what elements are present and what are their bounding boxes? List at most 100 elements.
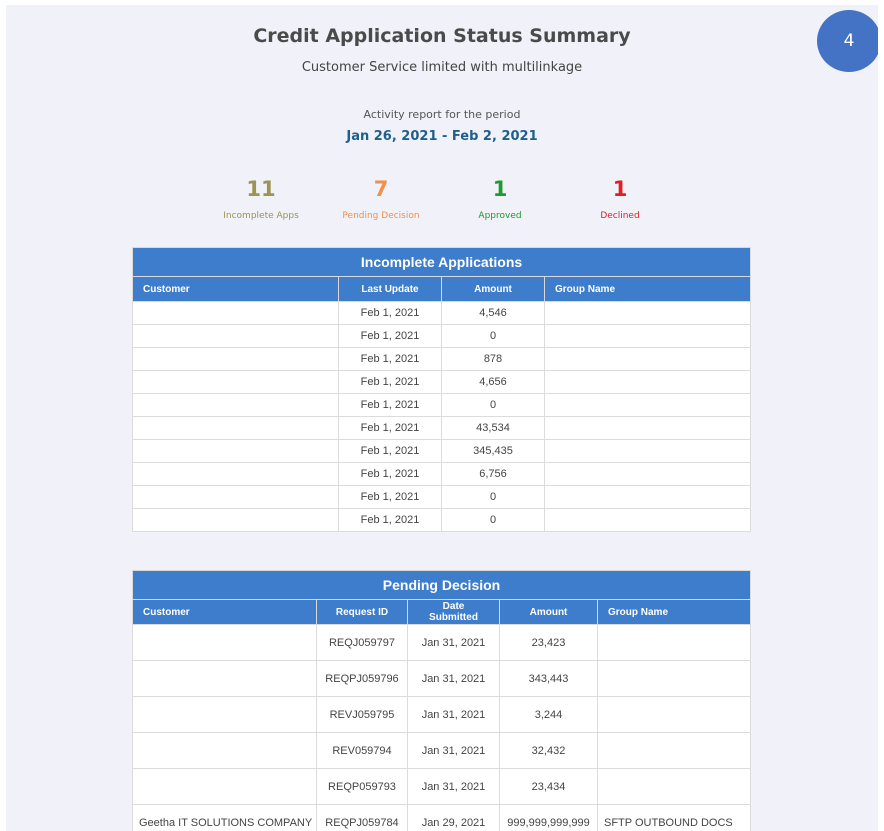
stat-declined: 1 Declined — [550, 177, 690, 221]
table-row[interactable]: Feb 1, 2021 878 — [132, 347, 752, 371]
amount-cell: 23,423 — [499, 624, 598, 661]
customer-cell — [132, 660, 317, 697]
table-row[interactable]: Feb 1, 2021 0 — [132, 508, 752, 532]
last-update-cell: Feb 1, 2021 — [338, 416, 442, 440]
table-title: Incomplete Applications — [131, 247, 752, 277]
column-header-request-id[interactable]: Request ID — [316, 599, 408, 625]
request-id-cell: REQPJ059784 — [316, 804, 408, 831]
last-update-cell: Feb 1, 2021 — [338, 485, 442, 509]
date-submitted-cell: Jan 31, 2021 — [407, 732, 500, 769]
stat-value: 1 — [492, 177, 508, 201]
last-update-cell: Feb 1, 2021 — [338, 508, 442, 532]
stat-value: 1 — [612, 177, 628, 201]
table-row[interactable]: Feb 1, 2021 4,656 — [132, 370, 752, 394]
amount-cell: 0 — [441, 508, 545, 532]
amount-cell: 0 — [441, 393, 545, 417]
amount-cell: 23,434 — [499, 768, 598, 805]
column-header-date-submitted[interactable]: Date Submitted — [407, 599, 500, 625]
stat-label: Approved — [478, 211, 522, 221]
customer-cell: Geetha IT SOLUTIONS COMPANY — [132, 804, 317, 831]
date-submitted-cell: Jan 31, 2021 — [407, 624, 500, 661]
amount-cell: 878 — [441, 347, 545, 371]
stat-label: Pending Decision — [342, 211, 420, 221]
stat-pending: 7 Pending Decision — [311, 177, 451, 221]
date-submitted-cell: Jan 29, 2021 — [407, 804, 500, 831]
table-row[interactable]: Feb 1, 2021 345,435 — [132, 439, 752, 463]
customer-cell — [132, 462, 339, 486]
customer-cell — [132, 324, 339, 348]
last-update-cell: Feb 1, 2021 — [338, 393, 442, 417]
group-name-cell — [543, 439, 752, 463]
period-range: Jan 26, 2021 - Feb 2, 2021 — [346, 129, 538, 144]
report-subtitle: Customer Service limited with multilinka… — [301, 60, 583, 75]
report-page: 4 Credit Application Status Summary Cust… — [6, 5, 878, 831]
table-row[interactable]: Feb 1, 2021 43,534 — [132, 416, 752, 440]
table-row[interactable]: REQPJ059796 Jan 31, 2021 343,443 — [132, 660, 751, 697]
amount-cell: 0 — [441, 485, 545, 509]
request-id-cell: REVJ059795 — [316, 696, 408, 733]
amount-cell: 32,432 — [499, 732, 598, 769]
stat-label: Declined — [600, 211, 640, 221]
last-update-cell: Feb 1, 2021 — [338, 439, 442, 463]
column-header-last-update[interactable]: Last Update — [338, 276, 442, 302]
group-name-cell: SFTP OUTBOUND DOCS — [597, 804, 751, 831]
column-header-amount[interactable]: Amount — [499, 599, 598, 625]
incomplete-applications-table: Incomplete Applications Customer Last Up… — [131, 247, 752, 532]
customer-cell — [132, 439, 339, 463]
group-name-cell — [597, 768, 751, 805]
last-update-cell: Feb 1, 2021 — [338, 462, 442, 486]
amount-cell: 3,244 — [499, 696, 598, 733]
amount-cell: 4,656 — [441, 370, 545, 394]
amount-cell: 0 — [441, 324, 545, 348]
stat-approved: 1 Approved — [430, 177, 570, 221]
period-label: Activity report for the period — [363, 108, 521, 121]
table-row[interactable]: Feb 1, 2021 0 — [132, 324, 752, 348]
group-name-cell — [597, 696, 751, 733]
group-name-cell — [543, 508, 752, 532]
customer-cell — [132, 696, 317, 733]
column-header-amount[interactable]: Amount — [441, 276, 545, 302]
group-name-cell — [543, 347, 752, 371]
column-header-customer[interactable]: Customer — [132, 599, 317, 625]
pending-decision-table: Pending Decision Customer Request ID Dat… — [132, 570, 751, 831]
table-row[interactable]: REQJ059797 Jan 31, 2021 23,423 — [132, 624, 751, 661]
amount-cell: 999,999,999,999 — [499, 804, 598, 831]
stat-label: Incomplete Apps — [223, 211, 299, 221]
stat-value: 11 — [246, 177, 276, 201]
column-header-group-name[interactable]: Group Name — [543, 276, 752, 302]
table-row[interactable]: REQP059793 Jan 31, 2021 23,434 — [132, 768, 751, 805]
amount-cell: 43,534 — [441, 416, 545, 440]
group-name-cell — [597, 624, 751, 661]
customer-cell — [132, 624, 317, 661]
group-name-cell — [597, 732, 751, 769]
table-row[interactable]: REVJ059795 Jan 31, 2021 3,244 — [132, 696, 751, 733]
group-name-cell — [543, 393, 752, 417]
table-row[interactable]: Geetha IT SOLUTIONS COMPANY REQPJ059784 Ja… — [132, 804, 751, 831]
stat-incomplete: 11 Incomplete Apps — [191, 177, 331, 221]
group-name-cell — [543, 485, 752, 509]
table-row[interactable]: Feb 1, 2021 0 — [132, 393, 752, 417]
customer-cell — [132, 393, 339, 417]
page-number-badge[interactable]: 4 — [817, 10, 878, 72]
amount-cell: 6,756 — [441, 462, 545, 486]
table-row[interactable]: Feb 1, 2021 4,546 — [132, 301, 752, 325]
customer-cell — [132, 732, 317, 769]
customer-cell — [132, 416, 339, 440]
request-id-cell: REV059794 — [316, 732, 408, 769]
column-header-customer[interactable]: Customer — [132, 276, 339, 302]
customer-cell — [132, 347, 339, 371]
group-name-cell — [543, 462, 752, 486]
date-submitted-cell: Jan 31, 2021 — [407, 696, 500, 733]
table-row[interactable]: REV059794 Jan 31, 2021 32,432 — [132, 732, 751, 769]
request-id-cell: REQP059793 — [316, 768, 408, 805]
group-name-cell — [543, 324, 752, 348]
table-row[interactable]: Feb 1, 2021 0 — [132, 485, 752, 509]
column-header-group-name[interactable]: Group Name — [597, 599, 751, 625]
request-id-cell: REQPJ059796 — [316, 660, 408, 697]
last-update-cell: Feb 1, 2021 — [338, 324, 442, 348]
group-name-cell — [543, 301, 752, 325]
table-row[interactable]: Feb 1, 2021 6,756 — [132, 462, 752, 486]
page-number: 4 — [843, 31, 855, 51]
report-title: Credit Application Status Summary — [253, 25, 631, 47]
last-update-cell: Feb 1, 2021 — [338, 301, 442, 325]
